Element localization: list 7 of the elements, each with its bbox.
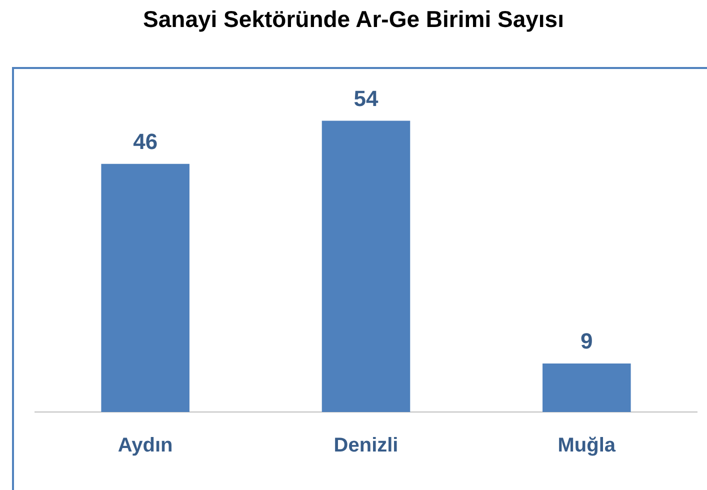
- x-tick-label: Aydın: [118, 434, 173, 457]
- chart-title: Sanayi Sektöründe Ar-Ge Birimi Sayısı: [142, 6, 565, 33]
- data-label: 54: [354, 86, 379, 111]
- data-label: 9: [580, 328, 593, 354]
- x-tick-label: Muğla: [558, 434, 616, 457]
- x-tick-label: Denizli: [334, 434, 398, 457]
- data-label: 46: [133, 128, 158, 154]
